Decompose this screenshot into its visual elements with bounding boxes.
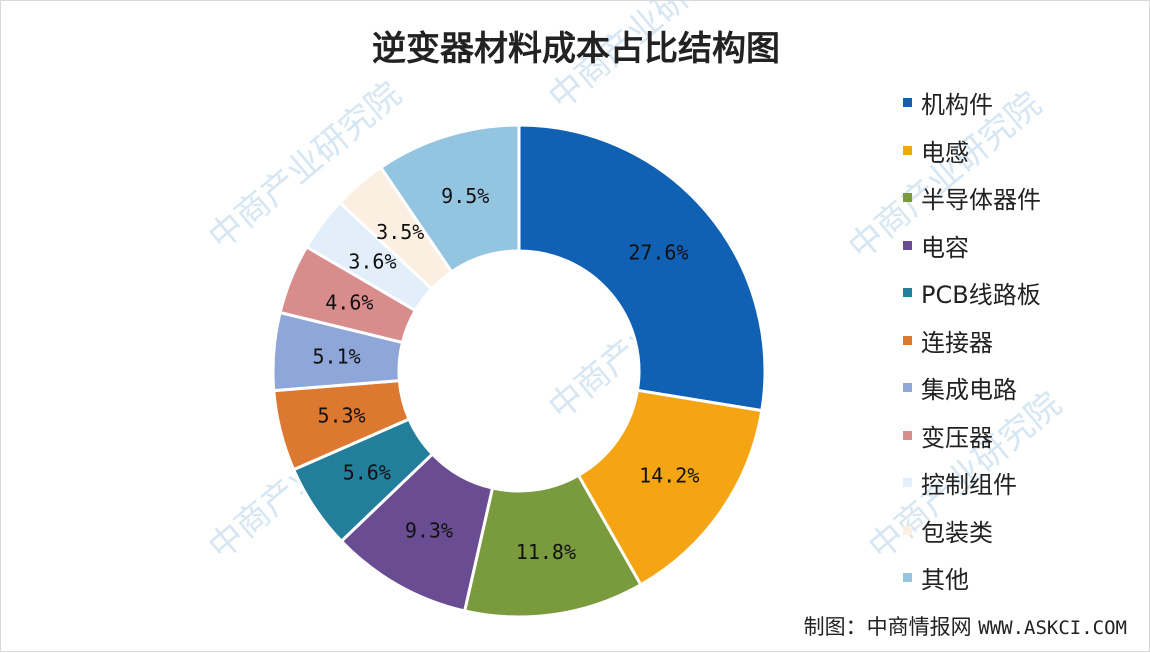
legend-label: 其他 bbox=[921, 566, 969, 595]
slice-data-label: 3.5% bbox=[376, 220, 424, 244]
credit-prefix: 制图：中商情报网 bbox=[803, 615, 972, 639]
legend-swatch bbox=[903, 98, 912, 108]
legend-label: PCB线路板 bbox=[921, 281, 1041, 310]
legend-item: 集成电路 bbox=[903, 364, 1143, 412]
legend-item: 控制组件 bbox=[903, 459, 1143, 507]
credit-url: WWW.ASKCI.COM bbox=[978, 617, 1127, 639]
credit-line: 制图：中商情报网 WWW.ASKCI.COM bbox=[804, 611, 1127, 641]
legend-swatch bbox=[903, 573, 912, 583]
legend-swatch bbox=[903, 288, 912, 298]
legend-item: 电容 bbox=[903, 222, 1143, 270]
slice-data-label: 9.5% bbox=[441, 184, 489, 208]
chart-title: 逆变器材料成本占比结构图 bbox=[372, 29, 780, 69]
slice-data-label: 5.6% bbox=[343, 461, 391, 485]
donut-slice bbox=[576, 388, 764, 587]
slice-data-label: 5.3% bbox=[317, 404, 365, 428]
legend-label: 控制组件 bbox=[921, 471, 1017, 500]
slice-data-label: 5.1% bbox=[312, 344, 360, 368]
legend-label: 集成电路 bbox=[921, 376, 1017, 405]
slice-data-label: 14.2% bbox=[639, 463, 699, 487]
legend-item: 电感 bbox=[903, 127, 1143, 175]
legend-swatch bbox=[903, 430, 912, 440]
legend: 机构件电感半导体器件电容 PCB线路板 连接器集成电路变压器控制组件包装类其他 bbox=[903, 79, 1143, 602]
legend-label: 电容 bbox=[921, 233, 969, 262]
slice-data-label: 3.6% bbox=[348, 249, 396, 273]
legend-swatch bbox=[903, 145, 912, 155]
legend-label: 包装类 bbox=[921, 518, 993, 547]
legend-swatch bbox=[903, 383, 912, 393]
legend-swatch bbox=[903, 525, 912, 535]
donut-slice bbox=[378, 123, 521, 274]
donut-slice bbox=[517, 123, 767, 413]
legend-label: 半导体器件 bbox=[921, 186, 1041, 215]
slice-data-label: 4.6% bbox=[325, 290, 373, 314]
legend-swatch bbox=[903, 478, 912, 488]
legend-label: 连接器 bbox=[921, 328, 993, 357]
legend-swatch bbox=[903, 193, 912, 203]
legend-item: 连接器 bbox=[903, 317, 1143, 365]
legend-label: 机构件 bbox=[921, 91, 993, 120]
legend-label: 电感 bbox=[921, 138, 969, 167]
legend-item: 变压器 bbox=[903, 412, 1143, 460]
slice-data-label: 11.8% bbox=[516, 540, 576, 564]
legend-item: 包装类 bbox=[903, 507, 1143, 555]
slice-data-label: 9.3% bbox=[405, 518, 453, 542]
slice-data-label: 27.6% bbox=[628, 240, 688, 264]
legend-item: 其他 bbox=[903, 554, 1143, 602]
legend-swatch bbox=[903, 335, 912, 345]
legend-item: 机构件 bbox=[903, 79, 1143, 127]
legend-item: PCB线路板 bbox=[903, 269, 1143, 317]
legend-label: 变压器 bbox=[921, 423, 993, 452]
legend-item: 半导体器件 bbox=[903, 174, 1143, 222]
legend-swatch bbox=[903, 240, 912, 250]
